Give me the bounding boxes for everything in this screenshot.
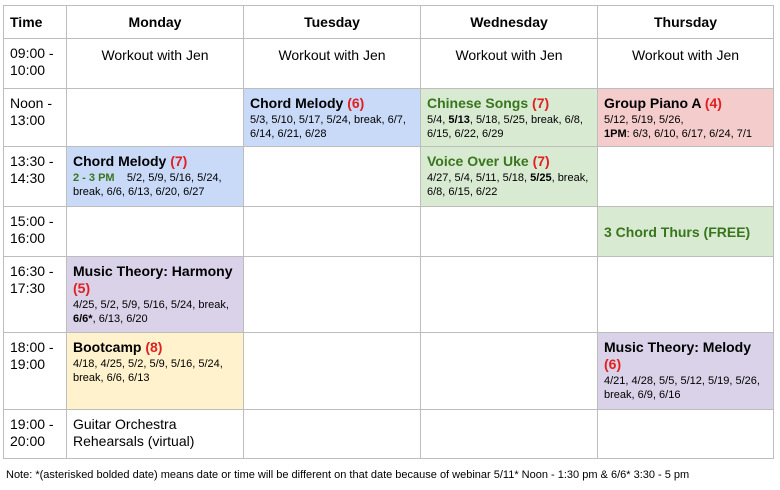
class-count: (6) — [347, 95, 365, 111]
row-1630: 16:30 - 17:30 Music Theory: Harmony (5) … — [3, 256, 774, 333]
row-1330: 13:30 - 14:30 Chord Melody (7) 2 - 3 PM … — [3, 146, 774, 207]
class-count: (6) — [604, 356, 622, 372]
class-dates-rest: : 6/3, 6/10, 6/17, 6/24, 7/1 — [626, 128, 752, 140]
row-1900: 19:00 - 20:00 Guitar Orchestra Rehearsal… — [3, 409, 774, 459]
empty-cell — [597, 409, 774, 459]
class-chord-melody-tuesday: Chord Melody (6) 5/3, 5/10, 5/17, 5/24, … — [243, 88, 421, 147]
class-title: Bootcamp — [73, 339, 146, 355]
empty-cell — [420, 332, 598, 410]
class-music-theory-harmony-monday: Music Theory: Harmony (5) 4/25, 5/2, 5/9… — [66, 256, 244, 333]
time-slot-label: 16:30 - 17:30 — [3, 256, 67, 333]
empty-cell — [243, 256, 421, 333]
class-dates-rest: , break, 6/8, 6/15, 6/22 — [427, 172, 589, 198]
monday-header: Monday — [66, 5, 244, 39]
class-title: Chord Melody — [250, 95, 348, 111]
empty-cell — [243, 409, 421, 459]
class-dates-rest: , 6/13, 6/20 — [92, 313, 148, 325]
empty-cell — [597, 146, 774, 207]
footnote: Note: *(asterisked bolded date) means da… — [6, 469, 690, 481]
class-3-chord-thurs-free: 3 Chord Thurs (FREE) — [597, 206, 774, 257]
empty-cell — [66, 88, 244, 147]
class-dates: 4/18, 4/25, 5/2, 5/9, 5/16, 5/24, break,… — [73, 358, 223, 384]
changed-date: 6/6* — [73, 313, 93, 325]
class-dates: 4/25, 5/2, 5/9, 5/16, 5/24, break, — [73, 299, 229, 311]
weekly-schedule-table: Time Monday Tuesday Wednesday Thursday 0… — [3, 5, 774, 459]
workout-thursday: Workout with Jen — [597, 38, 774, 89]
time-slot-label: 09:00 - 10:00 — [3, 38, 67, 89]
class-chord-melody-monday: Chord Melody (7) 2 - 3 PM 5/2, 5/9, 5/16… — [66, 146, 244, 207]
time-column-header: Time — [3, 5, 67, 39]
workout-wednesday: Workout with Jen — [420, 38, 598, 89]
empty-cell — [420, 256, 598, 333]
changed-time: 1PM — [604, 128, 627, 140]
time-slot-label: 19:00 - 20:00 — [3, 409, 67, 459]
workout-tuesday: Workout with Jen — [243, 38, 421, 89]
empty-cell — [420, 409, 598, 459]
class-dates: 5/3, 5/10, 5/17, 5/24, break, 6/7, 6/14,… — [250, 114, 406, 140]
empty-cell — [243, 206, 421, 257]
row-noon: Noon - 13:00 Chord Melody (6) 5/3, 5/10,… — [3, 88, 774, 147]
class-music-theory-melody-thursday: Music Theory: Melody (6) 4/21, 4/28, 5/5… — [597, 332, 774, 410]
class-count: (4) — [704, 95, 722, 111]
class-dates: 5/2, 5/9, 5/16, 5/24, break, 6/6, 6/13, … — [73, 172, 222, 198]
header-row: Time Monday Tuesday Wednesday Thursday — [3, 5, 774, 39]
class-title: Chinese Songs — [427, 95, 533, 111]
class-count: (7) — [532, 153, 550, 169]
class-dates: 4/27, 5/4, 5/11, 5/18, — [427, 172, 531, 184]
class-dates: 4/21, 4/28, 5/5, 5/12, 5/19, 5/26, break… — [604, 375, 760, 401]
class-title: Music Theory: Harmony — [73, 263, 233, 279]
class-group-piano-thursday: Group Piano A (4) 5/12, 5/19, 5/26, 1PM: … — [597, 88, 774, 147]
class-title: Voice Over Uke — [427, 153, 533, 169]
time-slot-label: 13:30 - 14:30 — [3, 146, 67, 207]
class-title: Chord Melody — [73, 153, 171, 169]
class-dates-rest: , 5/18, 5/25, break, 6/8, 6/15, 6/22, 6/… — [427, 114, 583, 140]
class-bootcamp-monday: Bootcamp (8) 4/18, 4/25, 5/2, 5/9, 5/16,… — [66, 332, 244, 410]
thursday-header: Thursday — [597, 5, 774, 39]
time-slot-label: 18:00 - 19:00 — [3, 332, 67, 410]
row-1500: 15:00 - 16:00 3 Chord Thurs (FREE) — [3, 206, 774, 257]
time-slot-label: 15:00 - 16:00 — [3, 206, 67, 257]
row-0900: 09:00 - 10:00 Workout with Jen Workout w… — [3, 38, 774, 89]
class-voice-over-uke-wednesday: Voice Over Uke (7) 4/27, 5/4, 5/11, 5/18… — [420, 146, 598, 207]
wednesday-header: Wednesday — [420, 5, 598, 39]
class-count: (7) — [170, 153, 188, 169]
class-count: (8) — [145, 339, 163, 355]
tuesday-header: Tuesday — [243, 5, 421, 39]
class-title: Group Piano A — [604, 95, 705, 111]
empty-cell — [243, 332, 421, 410]
class-title: Music Theory: Melody — [604, 339, 752, 355]
class-dates: 5/12, 5/19, 5/26, — [604, 114, 684, 126]
row-1800: 18:00 - 19:00 Bootcamp (8) 4/18, 4/25, 5… — [3, 332, 774, 410]
class-dates: 5/4, — [427, 114, 449, 126]
class-chinese-songs-wednesday: Chinese Songs (7) 5/4, 5/13, 5/18, 5/25,… — [420, 88, 598, 147]
empty-cell — [243, 146, 421, 207]
empty-cell — [420, 206, 598, 257]
class-count: (5) — [73, 280, 91, 296]
changed-date: 5/13 — [448, 114, 470, 126]
empty-cell — [597, 256, 774, 333]
class-count: (7) — [532, 95, 550, 111]
changed-date: 5/25 — [530, 172, 552, 184]
class-guitar-orchestra-monday: Guitar Orchestra Rehearsals (virtual) — [66, 409, 244, 459]
workout-monday: Workout with Jen — [66, 38, 244, 89]
empty-cell — [66, 206, 244, 257]
class-time: 2 - 3 PM — [73, 172, 115, 184]
time-slot-label: Noon - 13:00 — [3, 88, 67, 147]
